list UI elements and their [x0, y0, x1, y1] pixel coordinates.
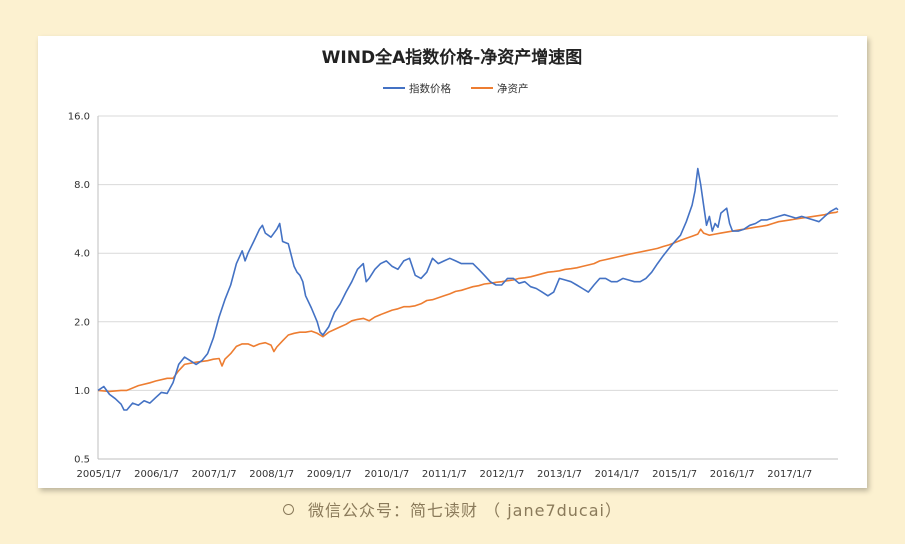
x-tick-label: 2006/1/7 [134, 469, 179, 480]
x-tick-label: 2011/1/7 [422, 469, 467, 480]
x-tick-label: 2016/1/7 [710, 469, 755, 480]
legend: 指数价格 净资产 [383, 82, 529, 95]
x-tick-label: 2012/1/7 [479, 469, 524, 480]
x-tick-label: 2015/1/7 [652, 469, 697, 480]
series-line-index-price [97, 167, 839, 411]
chart-title: WIND全A指数价格-净资产增速图 [322, 47, 583, 68]
x-tick-label: 2014/1/7 [595, 469, 640, 480]
x-tick-label: 2007/1/7 [192, 469, 237, 480]
footer-text: 微信公众号：简七读财 （ jane7ducai） [308, 501, 622, 520]
x-tick-label: 2005/1/7 [77, 469, 122, 480]
series-line-net-assets [97, 210, 839, 393]
y-tick-label: 4.0 [74, 249, 90, 260]
y-axis-ticks: 0.5 1.0 2.0 4.0 8.0 16.0 [68, 112, 90, 466]
y-tick-label: 8.0 [74, 180, 90, 191]
grid-lines [97, 115, 838, 460]
x-tick-label: 2009/1/7 [307, 469, 352, 480]
y-tick-label: 16.0 [68, 112, 90, 123]
y-tick-label: 0.5 [74, 455, 90, 466]
x-tick-label: 2017/1/7 [767, 469, 812, 480]
footer: 微信公众号：简七读财 （ jane7ducai） [0, 497, 905, 521]
x-tick-label: 2008/1/7 [249, 469, 294, 480]
x-axis-ticks: 2005/1/7 2006/1/7 2007/1/7 2008/1/7 2009/1/7… [77, 469, 813, 480]
circle-icon [283, 504, 295, 515]
chart-card: WIND全A指数价格-净资产增速图 指数价格 净资产 0.5 1.0 2.0 4.0 8.… [38, 36, 867, 488]
line-chart: WIND全A指数价格-净资产增速图 指数价格 净资产 0.5 1.0 2.0 4.0 8.… [68, 47, 839, 480]
legend-label: 净资产 [497, 82, 529, 95]
x-tick-label: 2013/1/7 [537, 469, 582, 480]
x-tick-label: 2010/1/7 [364, 469, 409, 480]
y-tick-label: 2.0 [74, 317, 90, 328]
series-group [97, 167, 839, 411]
legend-label: 指数价格 [409, 82, 451, 95]
y-tick-label: 1.0 [74, 386, 90, 397]
